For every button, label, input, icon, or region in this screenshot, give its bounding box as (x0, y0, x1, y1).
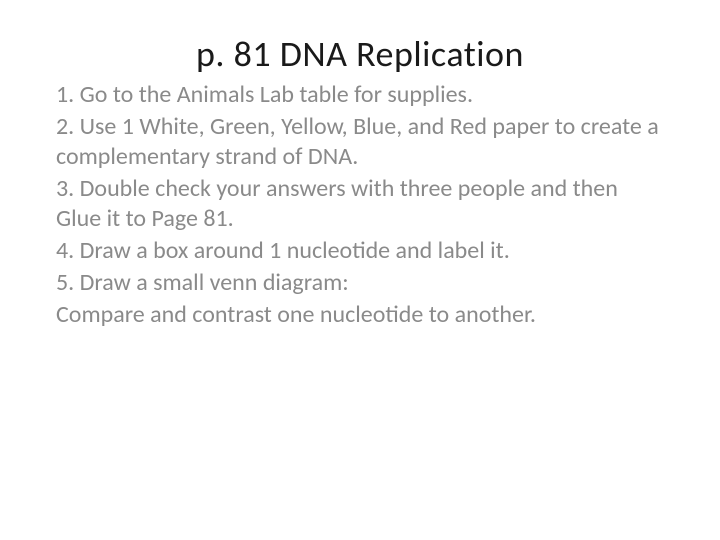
list-item: Compare and contrast one nucleotide to a… (56, 300, 664, 330)
list-item: 5. Draw a small venn diagram: (56, 268, 664, 298)
list-item: 3. Double check your answers with three … (56, 174, 664, 234)
list-item: 2. Use 1 White, Green, Yellow, Blue, and… (56, 112, 664, 172)
slide-title: p. 81 DNA Replication (56, 32, 664, 76)
slide: p. 81 DNA Replication 1. Go to the Anima… (0, 0, 720, 540)
list-item: 1. Go to the Animals Lab table for suppl… (56, 80, 664, 110)
list-item: 4. Draw a box around 1 nucleotide and la… (56, 236, 664, 266)
slide-body: 1. Go to the Animals Lab table for suppl… (56, 80, 664, 330)
